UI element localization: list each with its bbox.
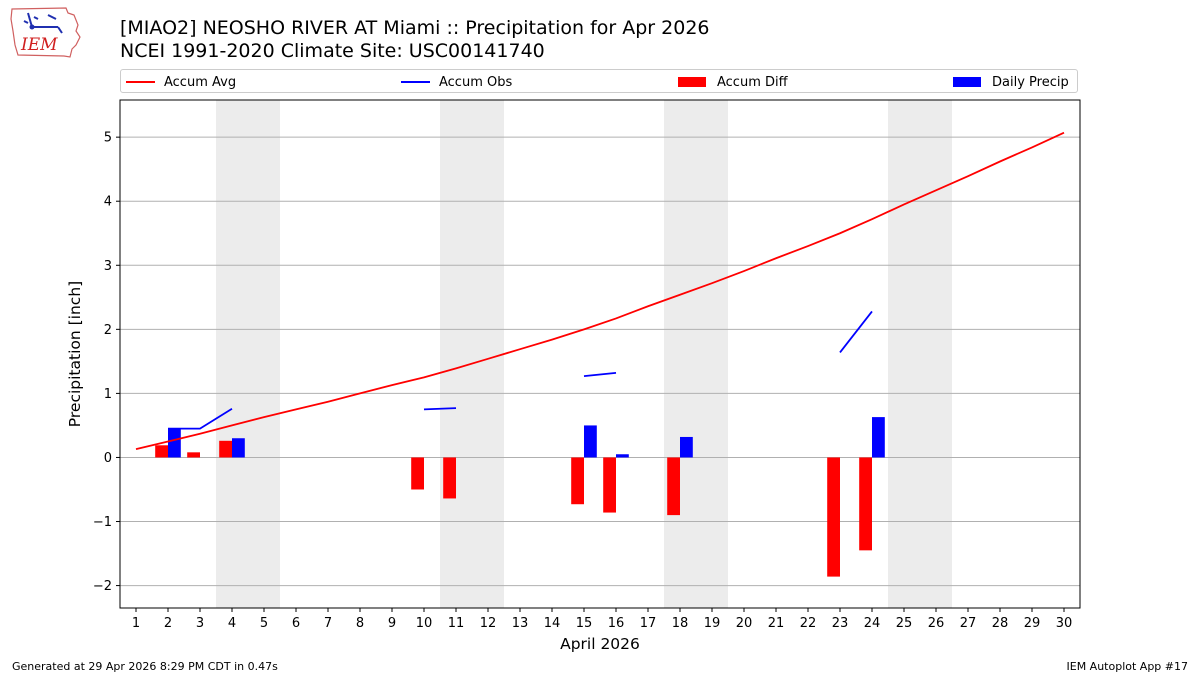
x-tick-label: 18 [672,616,689,631]
x-tick-label: 5 [260,616,268,631]
legend-label-accum-obs: Accum Obs [439,74,513,90]
legend-swatch-accum-avg [126,81,155,83]
chart-subtitle: NCEI 1991-2020 Climate Site: USC00141740 [120,40,545,62]
logo-text: IEM [20,35,58,55]
x-tick-label: 27 [960,616,977,631]
y-tick-label: −1 [93,515,112,530]
iem-logo: IEM [10,7,81,58]
x-tick-label: 20 [736,616,753,631]
accum-diff-bar [859,457,872,551]
x-tick-label: 28 [992,616,1009,631]
x-axis-label: April 2026 [560,635,640,653]
plot-frame [119,99,1081,609]
legend-label-daily-precip: Daily Precip [992,74,1069,90]
x-tick-label: 1 [132,616,140,631]
legend-item-accum-diff: Accum Diff [678,73,788,91]
legend-item-accum-avg: Accum Avg [126,73,236,91]
x-tick-label: 23 [832,616,849,631]
daily-precip-bar [232,438,245,458]
daily-precip-bar [584,425,597,458]
weekend-band-1 [216,100,280,608]
generated-timestamp: Generated at 29 Apr 2026 8:29 PM CDT in … [12,660,278,673]
autoplot-app-id: IEM Autoplot App #17 [1066,660,1189,673]
x-axis-ticks: 1 2 3 4 5 6 7 8 9 10 11 12 13 14 15 16 17 18 19 20 21 22 23 24 2… [132,608,1072,631]
accum-avg-line [135,131,1065,451]
daily-precip-bar [616,454,629,458]
weather-station-icon [23,12,63,34]
x-tick-label: 17 [640,616,657,631]
accum-obs-line [423,407,457,411]
legend-swatch-accum-diff [678,77,706,87]
y-tick-label: 0 [104,451,112,466]
x-tick-label: 15 [576,616,593,631]
accum-diff-bar [443,457,456,499]
x-tick-label: 8 [356,616,364,631]
weekend-band-2 [440,100,504,608]
x-tick-label: 13 [512,616,529,631]
x-tick-label: 16 [608,616,625,631]
weekend-band-3 [664,100,728,608]
x-tick-label: 30 [1056,616,1073,631]
weekend-band-4 [888,100,952,608]
y-tick-label: 4 [104,195,112,210]
x-tick-label: 21 [768,616,785,631]
x-tick-label: 11 [448,616,465,631]
x-tick-label: 22 [800,616,817,631]
x-tick-label: 19 [704,616,721,631]
accum-obs-line [839,310,873,353]
y-tick-label: 3 [104,259,112,274]
legend-swatch-daily-precip [953,77,981,87]
daily-precip-bar [872,417,885,458]
accum-diff-bar [827,457,840,577]
accum-diff-bar [187,452,200,458]
y-axis-label: Precipitation [inch] [66,281,84,427]
y-tick-label: 2 [104,323,112,338]
x-tick-label: 4 [228,616,236,631]
daily-precip-bar [168,427,181,458]
x-tick-label: 7 [324,616,332,631]
series-lines [135,131,1065,451]
x-tick-label: 14 [544,616,561,631]
chart-title: [MIAO2] NEOSHO RIVER AT Miami :: Precipi… [120,17,710,39]
gridlines [120,136,1080,587]
accum-diff-bar [411,457,424,490]
accum-diff-bar [219,440,232,458]
station-dot-icon [29,24,35,30]
legend-label-accum-avg: Accum Avg [164,74,237,90]
x-tick-label: 29 [1024,616,1041,631]
accum-obs-line [583,372,617,377]
x-tick-label: 26 [928,616,945,631]
x-tick-label: 10 [416,616,433,631]
y-tick-label: −2 [93,579,112,594]
weekend-shading [216,100,952,608]
bars [155,417,885,577]
accum-obs-line [168,408,233,430]
y-tick-label: 5 [104,131,112,146]
x-tick-label: 2 [164,616,172,631]
x-tick-label: 6 [292,616,300,631]
accum-diff-bar [155,445,168,458]
iowa-state-outline-icon [10,7,81,58]
y-axis-ticks: −2 −1 0 1 2 3 4 5 [93,131,120,594]
y-tick-label: 1 [104,387,112,402]
x-tick-label: 24 [864,616,881,631]
accum-diff-bar [667,457,680,516]
x-tick-label: 3 [196,616,204,631]
daily-precip-bar [680,436,693,458]
legend-label-accum-diff: Accum Diff [717,74,788,90]
legend: Accum Avg Accum Obs Accum Diff Daily Pre… [120,69,1078,93]
x-tick-label: 9 [388,616,396,631]
accum-diff-bar [571,457,584,505]
accum-diff-bar [603,457,616,513]
x-tick-label: 12 [480,616,497,631]
x-tick-label: 25 [896,616,913,631]
legend-swatch-accum-obs [401,81,430,83]
legend-item-daily-precip: Daily Precip [953,73,1069,91]
legend-item-accum-obs: Accum Obs [401,73,512,91]
